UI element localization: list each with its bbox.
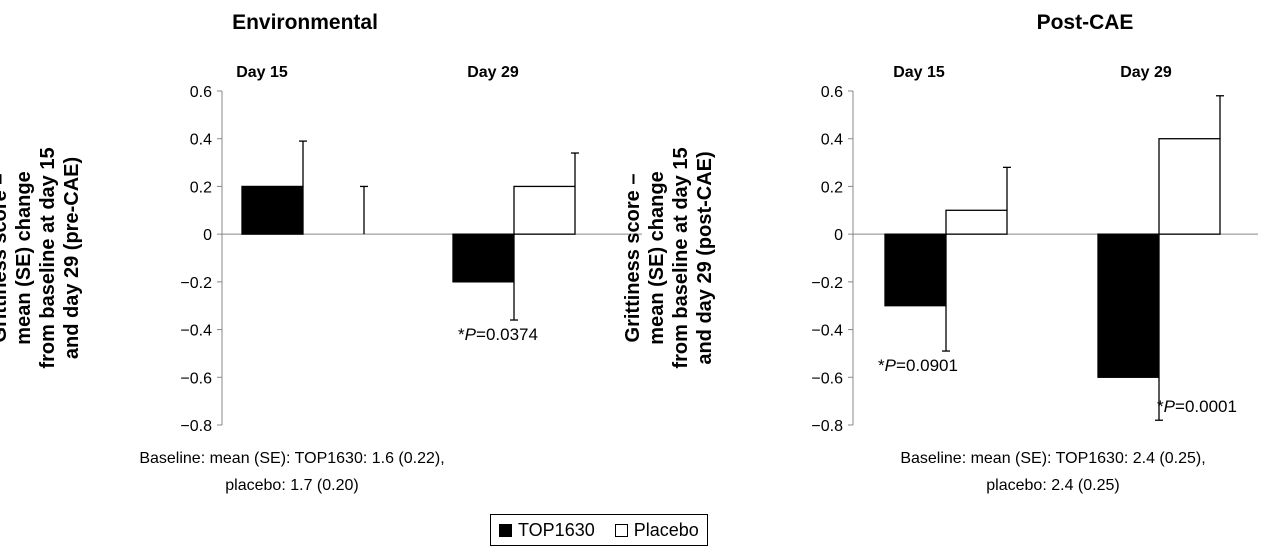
p-value-symbol: P bbox=[465, 325, 477, 344]
y-tick-label: 0.4 bbox=[190, 132, 212, 149]
y-tick-label: −0.2 bbox=[180, 275, 212, 292]
p-value-symbol: P bbox=[885, 356, 897, 375]
y-axis-label-line: mean (SE) change bbox=[13, 171, 35, 344]
legend: TOP1630 Placebo bbox=[490, 514, 708, 546]
bar-top1630 bbox=[241, 185, 304, 235]
p-value-annotation: *P=0.0001 bbox=[1157, 397, 1237, 416]
y-tick-label: −0.8 bbox=[180, 418, 212, 435]
y-tick-label: −0.4 bbox=[811, 323, 843, 340]
y-axis-label-line: from baseline at day 15 bbox=[670, 147, 692, 368]
y-tick-label: 0.6 bbox=[190, 84, 212, 101]
p-value-number: =0.0001 bbox=[1175, 397, 1237, 416]
p-value-asterisk: * bbox=[1157, 397, 1164, 416]
p-value-number: =0.0374 bbox=[476, 325, 538, 344]
chart-postcae: Post-CAE Day 15 Day 29 0.6 0.4 0.2 0 −0.2 −0.4 −0… bbox=[622, 11, 1258, 494]
legend-swatch-placebo bbox=[614, 523, 628, 537]
y-tick-label: −0.4 bbox=[180, 323, 212, 340]
y-axis-label-line: and day 29 (post-CAE) bbox=[694, 151, 716, 364]
legend-label-top1630: TOP1630 bbox=[518, 519, 595, 540]
y-tick-label: 0.2 bbox=[190, 179, 212, 196]
p-value-annotation: *P=0.0901 bbox=[878, 356, 958, 375]
y-axis-label-line: Grittiness score – bbox=[0, 174, 11, 343]
baseline-note-line: placebo: 2.4 (0.25) bbox=[986, 477, 1119, 494]
y-tick-label: −0.2 bbox=[811, 275, 843, 292]
legend-swatch-top1630 bbox=[499, 523, 512, 537]
category-label: Day 15 bbox=[893, 64, 945, 81]
y-axis-label-line: Grittiness score – bbox=[622, 174, 644, 343]
category-label: Day 15 bbox=[236, 64, 288, 81]
charts-canvas: Environmental Day 15 Day 29 0.6 0.4 0.2 0 −0.2 −… bbox=[0, 11, 1258, 494]
chart-title: Post-CAE bbox=[1037, 11, 1134, 34]
y-tick-label: −0.8 bbox=[811, 418, 843, 435]
y-tick-label: 0 bbox=[834, 227, 843, 244]
bar-placebo bbox=[945, 209, 1008, 235]
legend-item-placebo: Placebo bbox=[614, 519, 699, 541]
y-tick-label: 0.2 bbox=[821, 179, 843, 196]
legend-label-placebo: Placebo bbox=[633, 519, 699, 540]
bar-top1630 bbox=[1097, 233, 1160, 378]
baseline-note-line: Baseline: mean (SE): TOP1630: 1.6 (0.22)… bbox=[139, 450, 444, 467]
legend-item-top1630: TOP1630 bbox=[499, 520, 595, 541]
bar-top1630 bbox=[884, 233, 947, 307]
bar-top1630 bbox=[452, 233, 515, 283]
p-value-asterisk: * bbox=[878, 356, 885, 375]
y-axis-label-line: and day 29 (pre-CAE) bbox=[61, 157, 83, 359]
p-value-symbol: P bbox=[1164, 397, 1176, 416]
category-label: Day 29 bbox=[1120, 64, 1172, 81]
y-tick-label: 0.6 bbox=[821, 84, 843, 101]
y-axis-label-line: mean (SE) change bbox=[646, 171, 668, 344]
y-tick-label: 0.4 bbox=[821, 132, 843, 149]
p-value-number: =0.0901 bbox=[896, 356, 958, 375]
baseline-note-line: Baseline: mean (SE): TOP1630: 2.4 (0.25)… bbox=[900, 450, 1205, 467]
y-tick-label: 0 bbox=[203, 227, 212, 244]
y-tick-label: −0.6 bbox=[811, 370, 843, 387]
y-tick-label: −0.6 bbox=[180, 370, 212, 387]
y-axis-label-line: from baseline at day 15 bbox=[37, 147, 59, 368]
bar-placebo bbox=[1158, 138, 1221, 235]
chart-env: Environmental Day 15 Day 29 0.6 0.4 0.2 0 −0.2 −… bbox=[0, 11, 642, 494]
p-value-annotation: *P=0.0374 bbox=[458, 325, 538, 344]
chart-title: Environmental bbox=[232, 11, 378, 34]
baseline-note-line: placebo: 1.7 (0.20) bbox=[225, 477, 358, 494]
p-value-asterisk: * bbox=[458, 325, 465, 344]
bar-placebo bbox=[513, 185, 576, 235]
category-label: Day 29 bbox=[467, 64, 519, 81]
